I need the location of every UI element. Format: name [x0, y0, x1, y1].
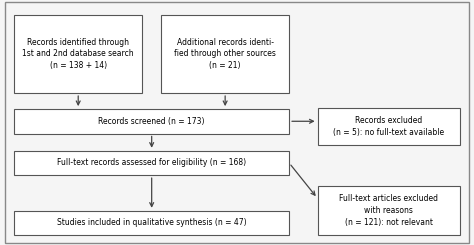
Text: Records excluded
(n = 5): no full-text available: Records excluded (n = 5): no full-text a…	[333, 116, 444, 136]
Text: Records screened (n = 173): Records screened (n = 173)	[99, 117, 205, 126]
Bar	[318, 108, 460, 145]
Bar	[14, 15, 142, 93]
Text: Full-text articles excluded
with reasons
(n = 121): not relevant: Full-text articles excluded with reasons…	[339, 194, 438, 227]
Bar	[318, 186, 460, 235]
Text: Additional records identi-
fied through other sources
(n = 21): Additional records identi- fied through …	[174, 37, 276, 70]
Bar	[14, 151, 289, 175]
Bar	[161, 15, 289, 93]
Text: Full-text records assessed for eligibility (n = 168): Full-text records assessed for eligibili…	[57, 159, 246, 167]
Text: Records identified through
1st and 2nd database search
(n = 138 + 14): Records identified through 1st and 2nd d…	[22, 37, 134, 70]
Bar	[14, 211, 289, 235]
Bar	[14, 109, 289, 134]
Text: Studies included in qualitative synthesis (n = 47): Studies included in qualitative synthesi…	[57, 219, 246, 227]
